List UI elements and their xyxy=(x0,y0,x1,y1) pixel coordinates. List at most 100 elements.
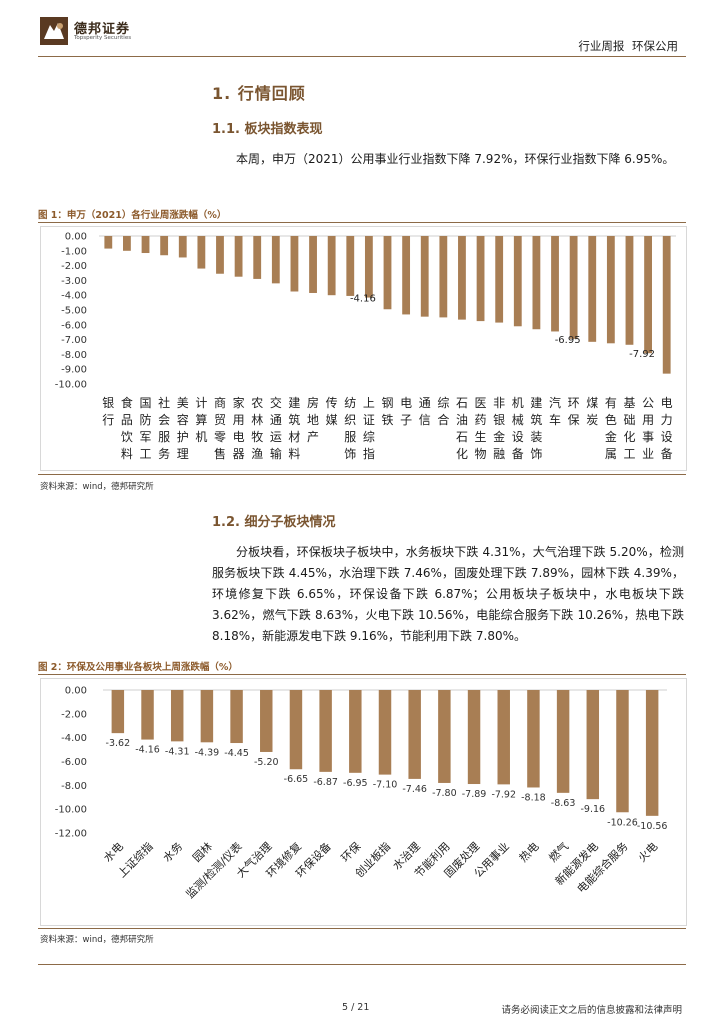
svg-text:电: 电 xyxy=(400,396,412,410)
svg-text:饮: 饮 xyxy=(121,430,133,444)
figure2-bottom-rule xyxy=(38,928,686,929)
svg-text:林: 林 xyxy=(251,413,263,427)
y-tick-label: -2.00 xyxy=(61,261,87,272)
figure1-source: 资料来源：wind，德邦研究所 xyxy=(40,482,154,492)
brand-subtitle: Topsperity Securities xyxy=(74,35,132,41)
bar xyxy=(123,236,131,251)
svg-text:事: 事 xyxy=(642,430,654,444)
bar xyxy=(349,690,362,773)
bar xyxy=(662,236,671,374)
tdbs-logo-icon xyxy=(40,17,68,45)
x-category-label: 火电 xyxy=(636,840,661,865)
svg-text:铁: 铁 xyxy=(381,413,393,427)
svg-text:化: 化 xyxy=(456,447,468,461)
svg-text:饰: 饰 xyxy=(344,447,356,461)
svg-text:牧: 牧 xyxy=(251,430,263,444)
svg-text:械: 械 xyxy=(512,412,524,427)
svg-text:车: 车 xyxy=(549,412,561,427)
bar xyxy=(569,236,578,339)
svg-text:防: 防 xyxy=(140,412,152,427)
svg-text:服: 服 xyxy=(158,430,170,444)
svg-text:产: 产 xyxy=(307,430,319,444)
bar xyxy=(309,236,317,293)
y-tick-label: -6.00 xyxy=(61,320,87,331)
svg-text:金: 金 xyxy=(605,429,617,444)
x-category-label: 计算机 xyxy=(195,396,207,444)
x-category-label: 汽车 xyxy=(549,395,561,427)
svg-text:零: 零 xyxy=(214,430,226,444)
data-label: -4.39 xyxy=(195,747,220,758)
bar xyxy=(111,690,125,734)
svg-text:纺: 纺 xyxy=(344,396,356,410)
svg-text:综: 综 xyxy=(363,430,375,444)
paragraph-index-performance: 本周，申万（2021）公用事业行业指数下降 7.92%，环保行业指数下降 6.9… xyxy=(236,152,675,166)
svg-text:色: 色 xyxy=(605,413,617,427)
y-tick-label: -5.00 xyxy=(61,306,87,317)
header-rule xyxy=(38,56,686,57)
figure2-source: 资料来源：wind，德邦研究所 xyxy=(40,935,154,945)
x-category-label: 环保 xyxy=(568,396,580,427)
y-tick-label: -12.00 xyxy=(55,829,87,840)
bar xyxy=(458,236,466,320)
bar xyxy=(439,236,448,318)
y-tick-label: -4.00 xyxy=(61,291,87,302)
y-tick-label: -9.00 xyxy=(61,365,87,376)
y-tick-label: -4.00 xyxy=(61,733,87,744)
figure1-chart-frame: 0.00 -1.00 -2.00 -3.00 -4.00 -5.00 -6.00 -7.00 -… xyxy=(40,226,687,471)
svg-text:家: 家 xyxy=(233,395,245,410)
data-label: -4.16 xyxy=(135,745,160,756)
figure1-caption: 图 1：申万（2021）各行业周涨跌幅（%） xyxy=(38,210,227,221)
report-header-label: 行业周报 环保公用 xyxy=(578,38,678,54)
footer-rule xyxy=(38,964,686,965)
bar xyxy=(644,236,652,354)
svg-text:非: 非 xyxy=(493,396,505,410)
bar xyxy=(234,236,243,277)
svg-text:融: 融 xyxy=(493,447,505,461)
svg-text:地: 地 xyxy=(307,413,319,427)
data-label: -8.18 xyxy=(521,792,546,803)
bar xyxy=(476,236,485,322)
y-tick-label: -10.00 xyxy=(55,380,87,391)
data-label: -10.26 xyxy=(607,817,638,828)
bar xyxy=(513,236,522,327)
svg-text:炭: 炭 xyxy=(586,413,598,427)
legal-disclaimer: 请务必阅读正文之后的信息披露和法律声明 xyxy=(501,1005,682,1016)
bar xyxy=(141,236,150,254)
svg-text:证: 证 xyxy=(363,413,375,427)
bar xyxy=(170,690,184,742)
bar xyxy=(327,236,336,296)
bar xyxy=(532,236,541,330)
svg-text:力: 力 xyxy=(661,413,673,427)
x-category-label: 水电 xyxy=(101,840,126,865)
figure2-top-rule xyxy=(38,674,686,675)
bar xyxy=(527,690,540,788)
svg-text:药: 药 xyxy=(475,413,487,427)
data-label: -4.31 xyxy=(165,746,190,757)
brand-name: 德邦证券 xyxy=(74,22,131,37)
data-label: -3.62 xyxy=(106,738,131,749)
bar xyxy=(141,690,154,740)
svg-text:织: 织 xyxy=(344,413,356,427)
page-number: 5 / 21 xyxy=(342,1002,370,1013)
svg-text:化: 化 xyxy=(623,430,635,444)
bar xyxy=(606,236,615,344)
y-tick-label: -8.00 xyxy=(61,350,87,361)
bar xyxy=(230,690,243,744)
y-tick-label: -6.00 xyxy=(61,757,87,768)
svg-text:属: 属 xyxy=(605,447,617,461)
svg-text:贸: 贸 xyxy=(214,413,226,427)
svg-text:饰: 饰 xyxy=(530,447,542,461)
bar xyxy=(551,236,559,332)
figure2-chart-frame: 0.00 -2.00 -4.00 -6.00 -8.00 -10.00 -12.00 -3.6… xyxy=(40,678,687,926)
svg-text:通: 通 xyxy=(270,413,282,427)
svg-text:服: 服 xyxy=(344,430,356,444)
svg-text:机: 机 xyxy=(195,430,207,444)
svg-text:础: 础 xyxy=(623,413,635,427)
svg-text:料: 料 xyxy=(121,447,133,461)
svg-text:生: 生 xyxy=(475,430,487,444)
